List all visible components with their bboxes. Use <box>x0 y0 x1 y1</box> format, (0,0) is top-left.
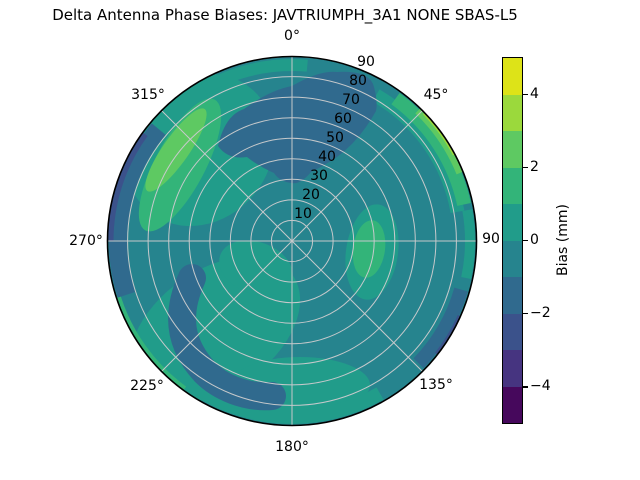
colorbar-band <box>503 386 522 423</box>
colorbar-tick <box>523 166 528 168</box>
radial-tick-label-90: 90 <box>357 54 375 70</box>
angular-tick-label-225: 225° <box>130 378 164 394</box>
contour-region-south-rim-teal <box>186 379 384 424</box>
contour-region-northwest-lightgreen-core <box>145 108 207 192</box>
colorbar-band <box>503 277 522 314</box>
colorbar-tick-label-n2: −2 <box>530 305 551 321</box>
colorbar-tick <box>523 313 528 315</box>
radial-tick-label-40: 40 <box>318 149 336 165</box>
colorbar-tick <box>523 93 528 95</box>
radial-tick-label-30: 30 <box>310 168 328 184</box>
contour-region-northeast-rim-green <box>391 92 471 206</box>
angular-tick-label-270: 270° <box>69 233 103 249</box>
radial-tick-label-10: 10 <box>294 206 312 222</box>
colorbar-tick-label-0: 0 <box>530 232 539 248</box>
radial-tick-label-50: 50 <box>326 130 344 146</box>
polar-grid <box>107 56 477 426</box>
contour-region-east-rim-teal <box>461 209 475 280</box>
contour-region-southeast-rim-navy <box>435 314 462 356</box>
colorbar-band <box>503 94 522 131</box>
colorbar-band <box>503 204 522 241</box>
contour-region-southwest-rim-green <box>115 296 187 392</box>
angular-tick-label-180: 180° <box>275 439 309 455</box>
radial-tick-label-80: 80 <box>349 73 367 89</box>
angular-tick-label-90: 90 <box>482 231 500 247</box>
colorbar <box>502 57 523 424</box>
contour-region-northeast-rim-lightgreen <box>415 107 465 175</box>
colorbar-tick <box>523 386 528 388</box>
colorbar-axis-label: Bias (mm) <box>555 203 571 277</box>
polar-rim <box>106 55 478 427</box>
contour-region-west-rim-navy <box>108 131 148 242</box>
contour-region-north-dark <box>218 71 377 184</box>
colorbar-tick-label-2: 2 <box>530 159 539 175</box>
radial-tick-label-60: 60 <box>334 111 352 127</box>
angular-tick-label-135: 135° <box>419 377 453 393</box>
contour-region-center-teal <box>219 240 293 296</box>
colorbar-tick <box>523 240 528 242</box>
colorbar-band <box>503 240 522 277</box>
chart-title: Delta Antenna Phase Biases: JAVTRIUMPH_3… <box>52 6 518 24</box>
colorbar-tick-label-n4: −4 <box>530 378 551 394</box>
contour-region-north-rim-teal <box>201 59 308 94</box>
colorbar-band <box>503 131 522 168</box>
radial-tick-label-70: 70 <box>342 92 360 108</box>
contour-region-southeast-rim-dark <box>413 287 468 369</box>
colorbar-band <box>503 167 522 204</box>
colorbar-band <box>503 350 522 387</box>
angular-tick-label-45: 45° <box>423 87 449 103</box>
colorbar-band <box>503 313 522 350</box>
angular-tick-label-0: 0° <box>284 28 300 44</box>
contour-region-southwest-dark-arc <box>168 264 286 411</box>
angular-tick-label-315: 315° <box>131 87 165 103</box>
colorbar-tick-label-4: 4 <box>530 86 539 102</box>
contour-region-west-rim-dark <box>108 123 166 298</box>
contour-region-northeast-rim-teal <box>372 89 465 214</box>
contour-region-east-green <box>352 220 386 278</box>
radial-tick-label-20: 20 <box>302 187 320 203</box>
colorbar-band <box>503 58 522 95</box>
